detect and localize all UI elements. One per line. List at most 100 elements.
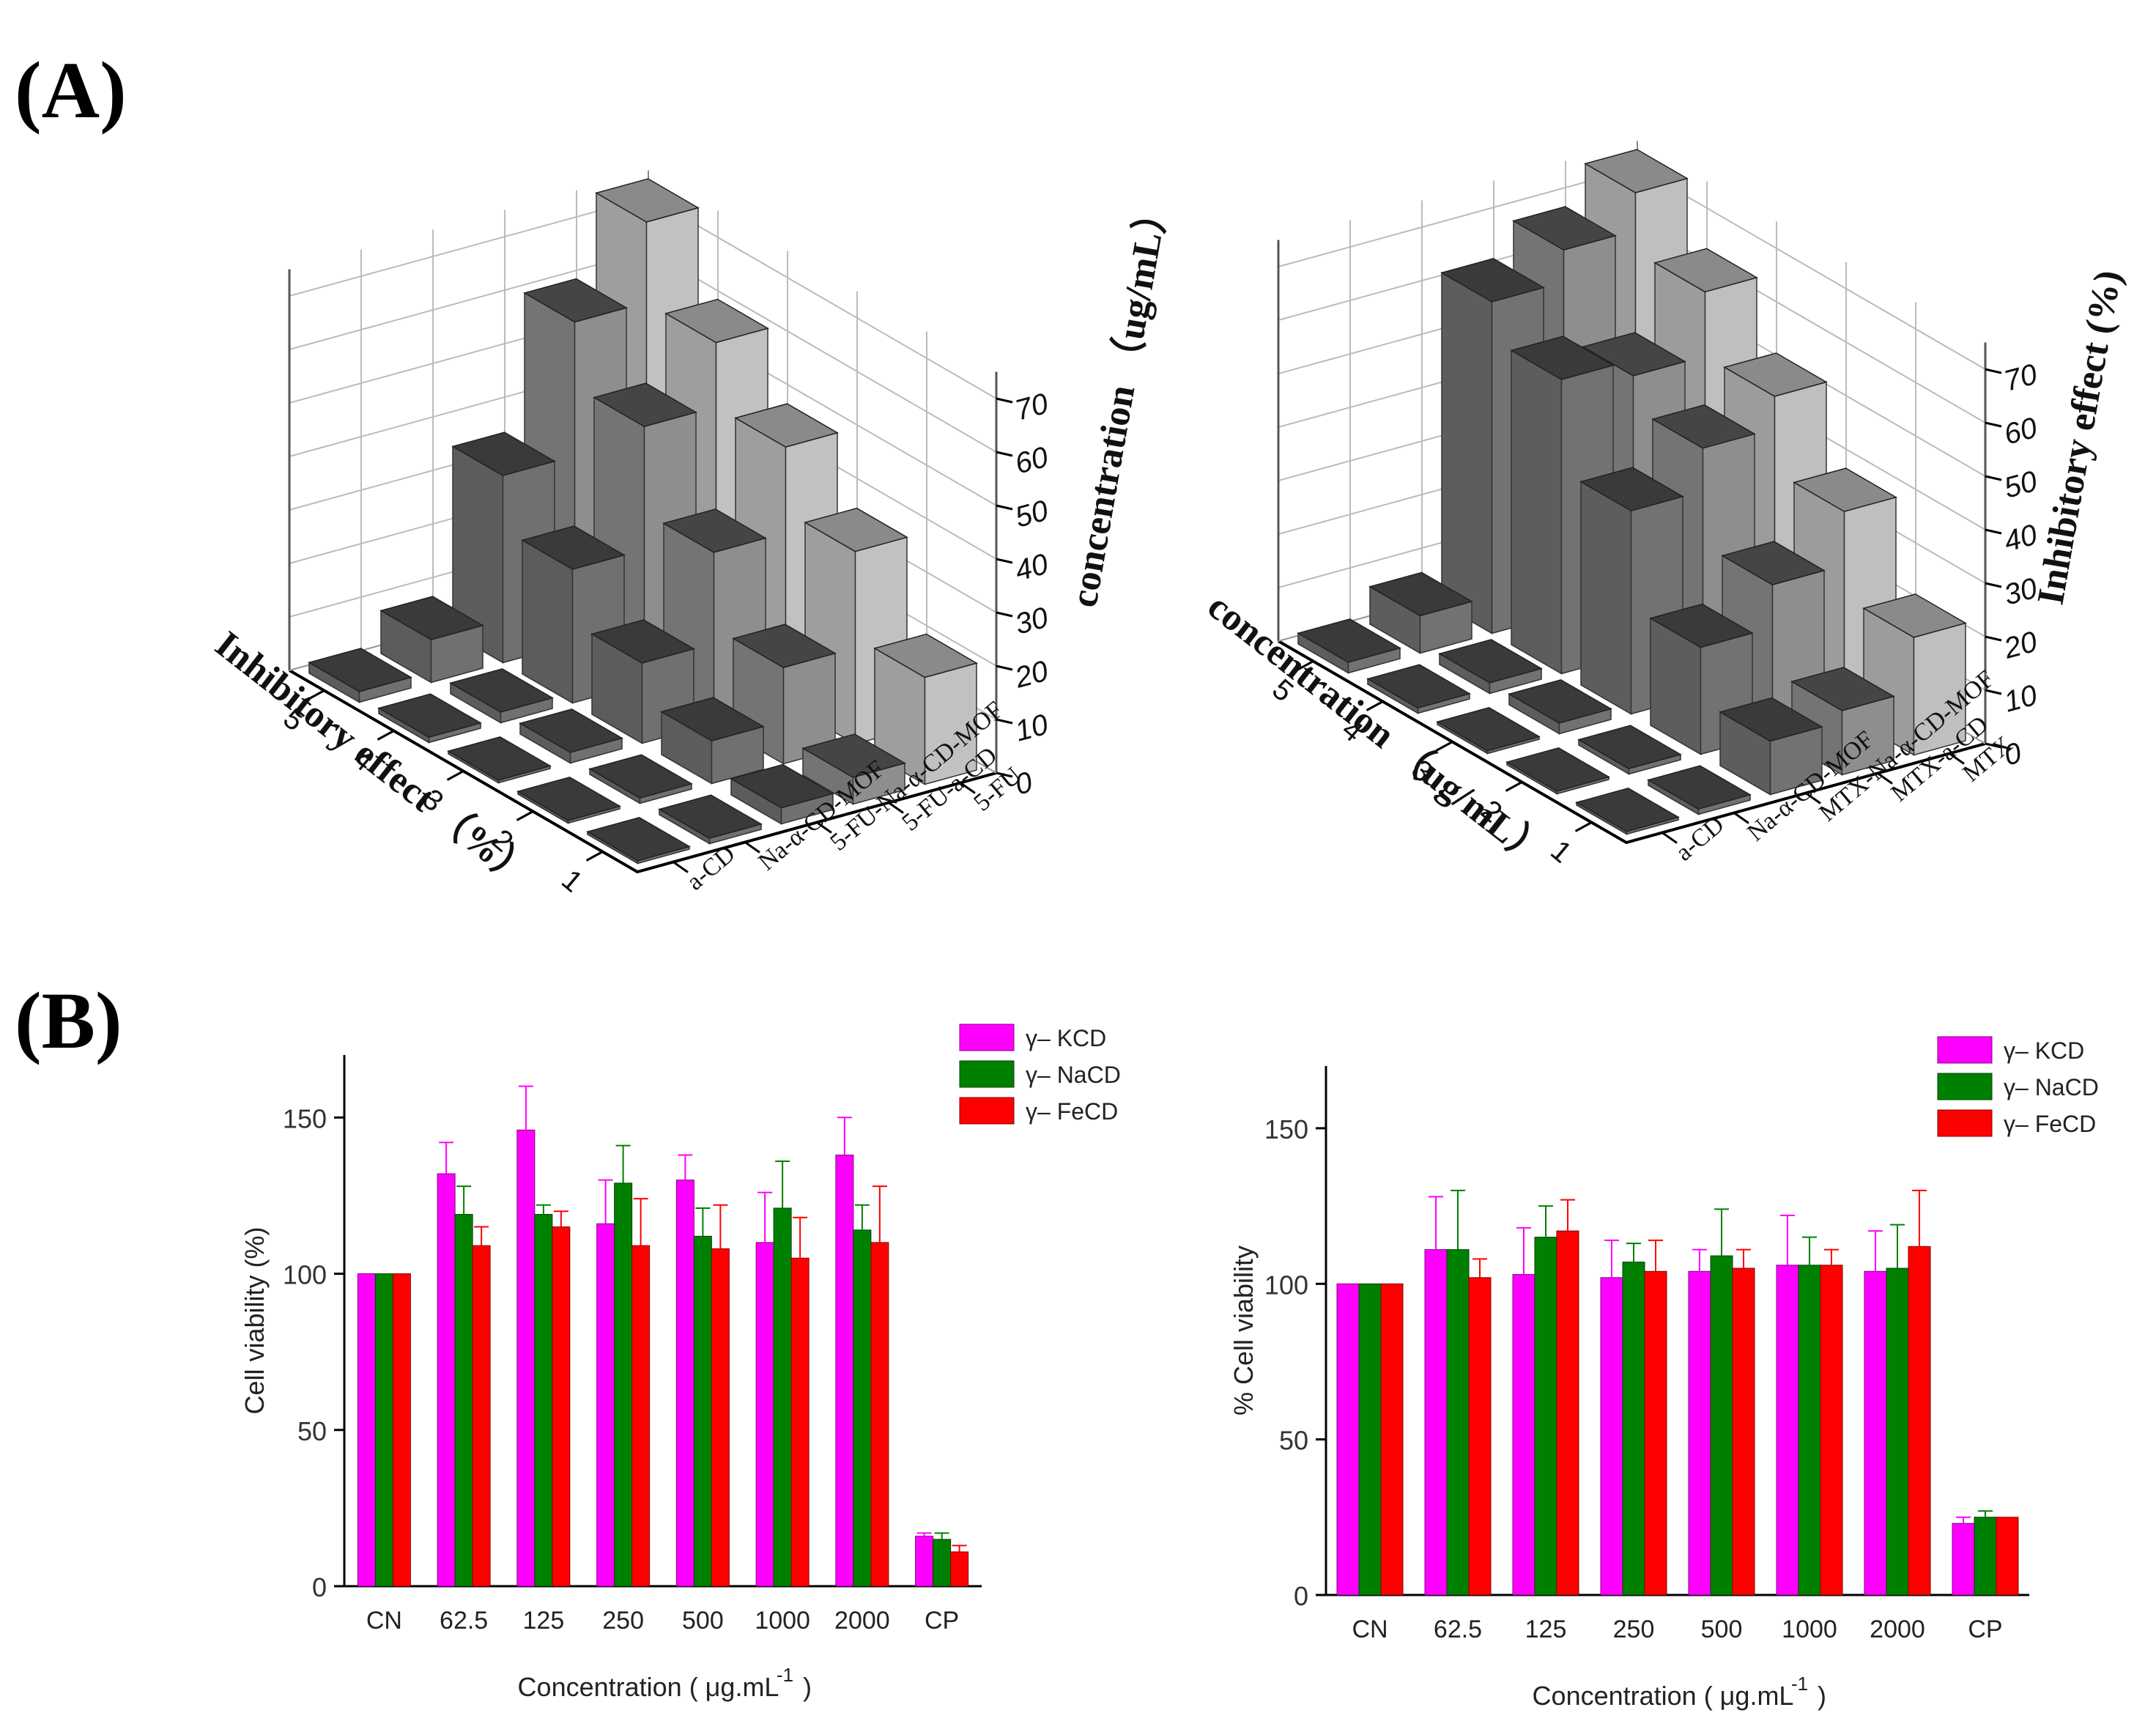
z-tick-label: 10 [2001, 679, 2040, 719]
bar [1358, 1283, 1382, 1596]
bar [1820, 1265, 1843, 1596]
bar-top [1512, 206, 1617, 251]
bar [447, 736, 552, 784]
bars [308, 178, 978, 865]
series-tick [816, 821, 832, 834]
bar-top [1577, 725, 1682, 770]
depth-tick [1574, 821, 1593, 832]
bar-top [1719, 697, 1823, 742]
bar-face-side [1441, 271, 1493, 634]
bar-top [1723, 352, 1828, 397]
bar-top [664, 298, 769, 344]
bar-top [588, 754, 693, 799]
bar [1647, 765, 1752, 815]
bars [1297, 149, 1967, 835]
bar [1710, 1255, 1733, 1596]
legend-swatch [1937, 1036, 1993, 1064]
bar-top [1436, 706, 1541, 752]
y-tick-label: 150 [1264, 1114, 1308, 1144]
series-tick [744, 841, 760, 854]
bar [1688, 1270, 1711, 1596]
bar [1575, 787, 1680, 835]
x-axis-title-sup: -1 [777, 1664, 793, 1686]
bar [1776, 1265, 1799, 1596]
bar [801, 733, 906, 805]
z-tick-label: 10 [1012, 708, 1051, 748]
z-tick-label: 60 [2001, 412, 2040, 451]
bar [1505, 747, 1610, 795]
bar-top [1721, 541, 1826, 585]
bar [1952, 1522, 1975, 1596]
z-tick-label: 40 [1012, 548, 1051, 588]
z-tick [1985, 582, 2002, 588]
bar-face-side [1511, 349, 1563, 675]
bar-top [595, 178, 700, 223]
bar [1556, 1230, 1579, 1596]
bar-top [660, 697, 765, 741]
bar-top [1647, 765, 1752, 810]
bar [1297, 618, 1401, 674]
x-tick-label: 62.5 [1434, 1615, 1482, 1643]
z-tick [996, 771, 1013, 778]
bar [870, 1242, 889, 1587]
bar-top [1297, 618, 1401, 663]
y-axis-title: % Cell viability [1229, 1246, 1259, 1415]
bar-top [1649, 603, 1754, 648]
bar-top [379, 596, 484, 640]
bar [437, 1173, 456, 1587]
y-tick-label: 0 [312, 1572, 327, 1602]
bar [516, 1129, 536, 1587]
bar-top [873, 633, 978, 678]
bar [755, 1242, 774, 1587]
bar-top [308, 648, 412, 692]
bar [693, 1235, 712, 1587]
bar [357, 1273, 376, 1587]
x-axis-title: Concentration ( μg.mL [1533, 1681, 1794, 1711]
floor-axis [288, 669, 997, 874]
bar-top [1790, 667, 1895, 711]
bar-top [1653, 248, 1758, 293]
z-tick [1985, 475, 2002, 481]
bar-top [449, 668, 554, 713]
x-tick-label: 62.5 [440, 1607, 488, 1635]
bar [588, 754, 693, 804]
depth-tick [1366, 700, 1384, 711]
bar-top [593, 382, 697, 427]
depth-tick [307, 689, 325, 700]
bar [1446, 1249, 1470, 1596]
bar [454, 1214, 473, 1587]
bar [950, 1551, 969, 1587]
bar [1798, 1265, 1821, 1596]
y-tick-label: 100 [283, 1260, 327, 1290]
z-axis-title: Inhibitory effect (%) [2030, 267, 2130, 608]
z-tick-label: 70 [2001, 358, 2040, 398]
bar-top [1579, 467, 1684, 511]
bar [1649, 603, 1754, 755]
depth-tick [1435, 741, 1453, 752]
bar [1336, 1283, 1360, 1596]
bar-top [451, 432, 556, 476]
bar [1732, 1267, 1755, 1596]
bar [449, 668, 554, 724]
bar-top [590, 619, 695, 664]
legend-label: γ– KCD [2004, 1037, 2084, 1064]
z-tick [1985, 635, 2002, 642]
z-tick-label: 20 [1011, 655, 1051, 695]
bar-top [1582, 332, 1686, 377]
depth-tick [1296, 660, 1314, 671]
bar [614, 1183, 633, 1587]
legend-label: γ– FeCD [2004, 1111, 2096, 1137]
x-tick-label: 250 [602, 1607, 644, 1635]
floor-axis [1277, 640, 1986, 845]
depth-tick [377, 730, 395, 741]
series-tick [888, 802, 904, 814]
bar [596, 1223, 615, 1587]
bar [660, 697, 765, 785]
series-tick [1805, 792, 1821, 804]
series-tick [1877, 772, 1893, 785]
z-tick-label: 30 [1012, 602, 1051, 641]
z-tick-label: 50 [1012, 495, 1051, 534]
bar [711, 1248, 730, 1587]
bar-face-side [1580, 481, 1632, 715]
